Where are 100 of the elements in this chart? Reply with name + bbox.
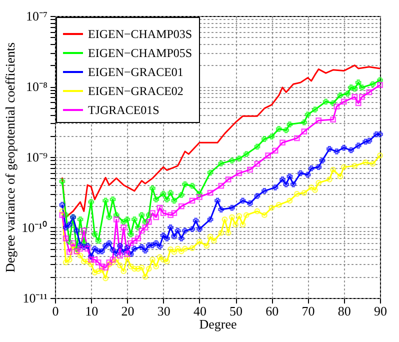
point xyxy=(120,224,127,230)
point xyxy=(272,148,278,154)
point xyxy=(316,118,322,124)
point xyxy=(135,224,141,230)
point xyxy=(99,264,105,270)
point xyxy=(77,246,84,252)
point xyxy=(344,90,350,97)
point xyxy=(359,94,365,100)
y-tick-label: 10⁻⁸ xyxy=(26,79,48,94)
point xyxy=(84,246,90,252)
point xyxy=(110,196,116,202)
point xyxy=(301,119,308,126)
point xyxy=(196,194,202,200)
point xyxy=(62,212,69,218)
point xyxy=(182,181,188,188)
point xyxy=(70,240,76,246)
point xyxy=(304,112,311,118)
point xyxy=(366,89,372,96)
point xyxy=(359,84,365,90)
point xyxy=(377,82,383,88)
x-tick-label: 0 xyxy=(52,304,59,318)
point xyxy=(77,216,84,222)
point xyxy=(355,100,362,106)
point xyxy=(254,144,260,150)
point xyxy=(178,203,184,210)
point xyxy=(268,134,275,140)
point xyxy=(168,190,174,196)
point xyxy=(106,259,112,266)
x-tick-label: 30 xyxy=(157,304,170,318)
point xyxy=(207,170,214,176)
point xyxy=(102,264,108,271)
point xyxy=(348,84,354,90)
point xyxy=(160,190,166,197)
y-tick-label: 10⁻⁹ xyxy=(26,150,48,164)
point xyxy=(265,152,271,158)
point xyxy=(330,100,336,106)
point xyxy=(146,212,152,218)
y-tick-label: 10⁻⁷ xyxy=(26,8,48,24)
y-axis-title: Degree variance of geopotential coefficients xyxy=(2,42,18,273)
point xyxy=(153,214,160,220)
point xyxy=(66,249,72,255)
point xyxy=(280,140,286,146)
point xyxy=(262,136,268,142)
legend-label: EIGEN−GRACE02 xyxy=(88,84,184,98)
x-tick-label: 10 xyxy=(85,304,98,318)
point xyxy=(207,190,214,196)
legend-label: EIGEN−CHAMP05S xyxy=(88,46,192,60)
point xyxy=(117,252,123,258)
point xyxy=(66,238,72,245)
x-tick-label: 40 xyxy=(193,304,206,318)
point xyxy=(142,218,148,225)
point xyxy=(171,210,178,216)
point xyxy=(189,182,196,189)
point xyxy=(62,235,69,242)
point xyxy=(312,106,318,113)
point xyxy=(276,126,282,132)
point xyxy=(286,121,293,128)
point xyxy=(146,218,152,225)
point xyxy=(225,176,232,182)
point xyxy=(128,231,134,238)
point xyxy=(178,192,184,198)
point xyxy=(74,246,80,252)
point xyxy=(301,128,308,134)
point xyxy=(370,81,376,88)
point xyxy=(352,86,358,92)
x-tick-label: 50 xyxy=(230,304,243,318)
point xyxy=(124,251,130,258)
x-tick-label: 20 xyxy=(121,304,134,318)
point xyxy=(92,231,98,238)
x-tick-label: 90 xyxy=(374,304,387,318)
point xyxy=(138,228,145,234)
point xyxy=(164,196,170,202)
point xyxy=(59,178,66,184)
point xyxy=(113,212,120,218)
point xyxy=(150,185,156,192)
point xyxy=(102,198,108,204)
point xyxy=(355,80,362,86)
legend-label: EIGEN−CHAMP03S xyxy=(88,27,192,41)
point xyxy=(138,212,145,218)
point xyxy=(171,198,178,204)
legend-label: EIGEN−GRACE01 xyxy=(88,65,184,79)
point xyxy=(113,216,120,222)
point xyxy=(322,98,329,105)
point xyxy=(254,160,260,167)
point xyxy=(189,198,196,204)
point xyxy=(132,216,138,222)
point xyxy=(142,224,148,230)
point xyxy=(340,98,347,105)
point xyxy=(236,156,242,162)
point xyxy=(247,166,253,173)
point xyxy=(294,135,300,142)
point xyxy=(128,240,134,246)
point xyxy=(168,212,174,218)
point xyxy=(59,212,66,218)
x-tick-label: 80 xyxy=(338,304,351,318)
x-axis-title: Degree xyxy=(199,316,237,332)
point xyxy=(135,235,141,242)
point xyxy=(236,170,242,176)
point xyxy=(88,199,94,205)
point xyxy=(283,127,290,134)
